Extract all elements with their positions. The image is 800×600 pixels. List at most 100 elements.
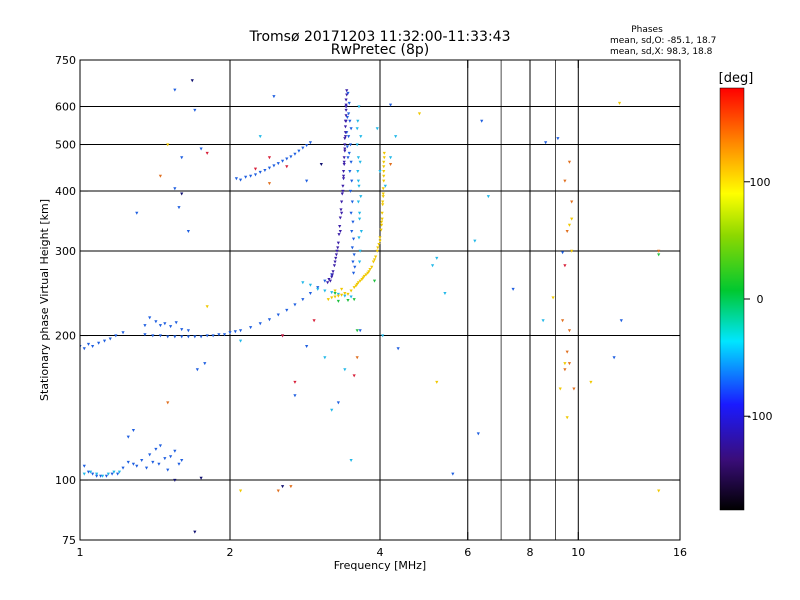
data-point [289,155,293,159]
data-point [249,326,253,330]
data-point [336,246,340,250]
data-point [344,103,348,107]
data-point [348,169,352,173]
data-point [338,229,342,233]
data-point [356,200,360,204]
data-point [359,135,363,139]
data-point [116,472,120,476]
data-point [276,162,280,166]
data-point [100,474,105,478]
data-point [151,460,155,464]
data-point [486,195,490,199]
data-point [340,200,344,204]
data-point [567,160,572,164]
data-point [193,530,197,534]
data-point [293,303,297,307]
data-point [166,468,170,472]
data-point [280,159,285,163]
data-point [341,169,346,173]
data-point [280,334,285,338]
data-point [308,283,313,287]
data-point [344,98,348,102]
data-point [135,464,139,468]
data-point [435,380,439,384]
data-point [351,260,355,264]
data-point [349,160,353,164]
data-point [263,169,267,173]
data-point [102,339,107,343]
data-point [173,478,177,482]
data-point [258,135,262,139]
data-point [143,333,147,337]
data-point [348,143,353,147]
data-point [359,195,363,199]
data-point [374,255,378,259]
data-point [361,276,365,280]
data-point [382,169,386,173]
data-point [334,256,338,260]
data-point [336,241,340,245]
data-point [367,270,371,274]
data-point [151,334,155,338]
data-point [346,156,350,160]
data-point [370,265,374,269]
data-point [258,322,262,326]
y-tick-label: 200 [55,330,76,343]
data-point [572,387,576,391]
data-point [378,169,382,173]
data-point [234,177,238,181]
data-point [388,103,393,107]
data-point [347,151,351,155]
colorbar: [deg] -100 0 100 [719,71,772,511]
data-point [380,223,384,227]
data-point [163,457,167,461]
data-point [343,125,348,129]
data-point [541,319,545,323]
data-point [382,151,386,155]
data-point [372,279,377,283]
y-tick-label: 750 [55,54,76,67]
data-point [82,464,86,468]
data-point [354,284,358,288]
data-point [222,333,227,337]
data-point [417,112,422,116]
data-point [336,294,340,298]
data-point [378,239,382,243]
data-point [180,328,184,332]
data-point [305,345,309,349]
y-tick-label: 500 [55,139,76,152]
data-point [563,264,567,268]
data-point [345,89,349,93]
data-point [323,289,327,293]
data-point [344,119,348,123]
data-point [349,458,353,462]
data-point [342,162,346,166]
x-tick-label: 8 [527,546,534,559]
data-point [375,249,379,253]
data-point [343,294,347,298]
data-point [86,470,91,474]
data-point [355,282,359,286]
data-point [341,184,345,188]
data-point [558,387,562,391]
data-point [343,135,348,139]
data-point [91,472,95,476]
data-point [180,156,184,160]
data-point [336,299,340,303]
data-point [86,342,91,346]
data-point [511,287,515,291]
data-point [348,119,352,123]
data-point [388,156,393,160]
data-point [328,279,332,283]
data-point [157,462,161,466]
data-point [376,246,380,250]
data-point [565,229,569,233]
grid-lines [80,60,680,540]
data-point [267,318,272,322]
phase-stats: Phases mean, sd,O: -85.1, 18.7 mean, sd,… [610,25,716,57]
data-point [143,324,147,328]
data-point [340,293,344,297]
data-point [379,228,383,232]
data-point [289,485,293,489]
data-point [91,345,95,349]
